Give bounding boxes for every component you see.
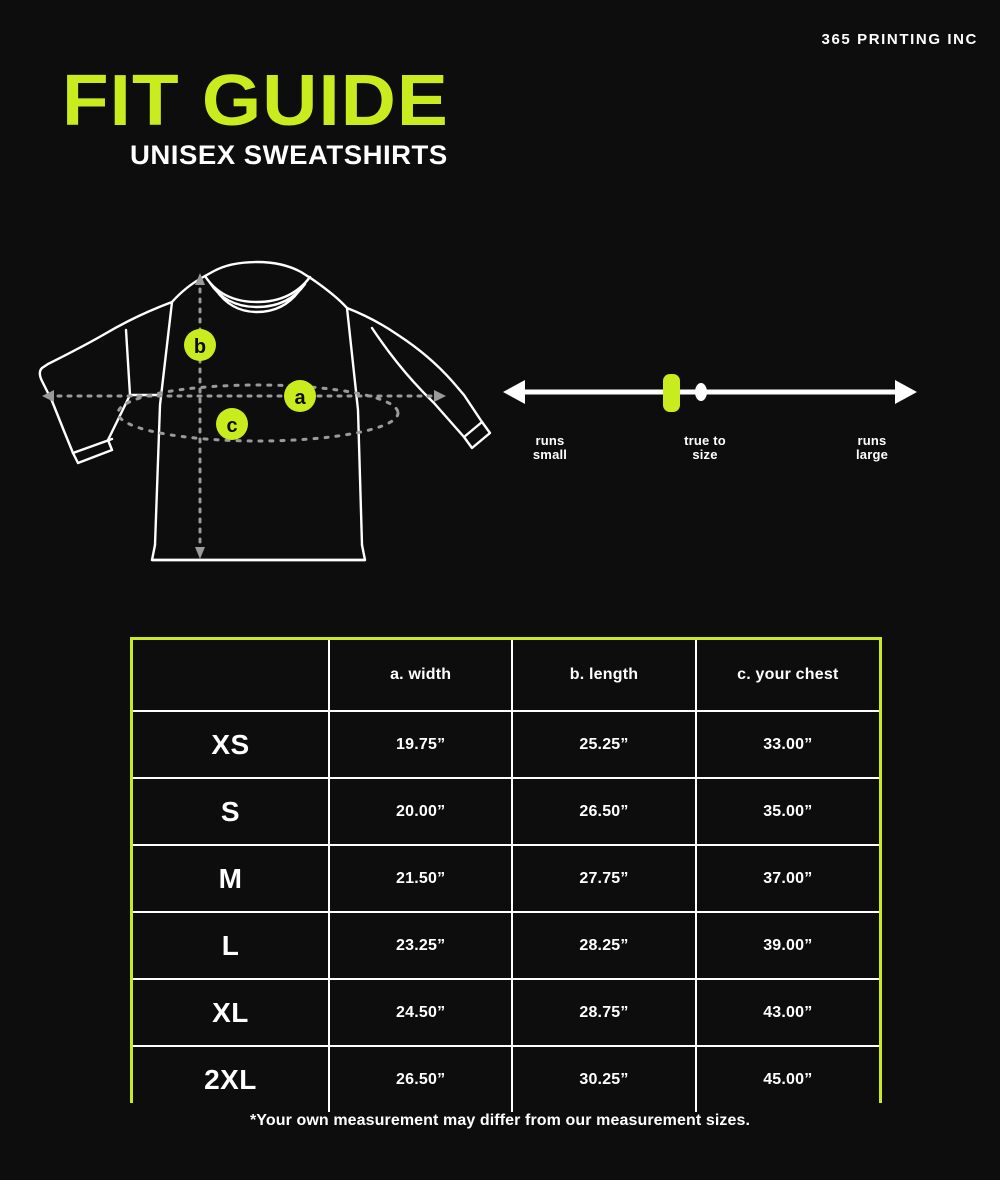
cell-width: 24.50”: [327, 978, 514, 1047]
length-value: 28.25”: [579, 936, 629, 954]
cell-chest: 43.00”: [694, 978, 879, 1047]
header-cell-width: a. width: [327, 640, 514, 712]
cell-chest: 45.00”: [694, 1045, 879, 1112]
fit-scale-right-arrow: [895, 380, 917, 404]
table-row: M 21.50” 27.75” 37.00”: [133, 844, 879, 913]
table-row: L 23.25” 28.25” 39.00”: [133, 911, 879, 980]
length-value: 30.25”: [579, 1070, 629, 1088]
cell-width: 19.75”: [327, 710, 514, 779]
cell-width: 23.25”: [327, 911, 514, 980]
marker-b-circle: [184, 329, 216, 361]
footnote: *Your own measurement may differ from ou…: [249, 1112, 751, 1129]
sweatshirt-outline: [38, 260, 492, 562]
marker-a-label: a: [294, 387, 306, 409]
table-row: 2XL 26.50” 30.25” 45.00”: [133, 1045, 879, 1112]
cell-size: 2XL: [133, 1045, 330, 1112]
cell-chest: 37.00”: [694, 844, 879, 913]
chest-value: 35.00”: [763, 802, 813, 820]
runs-large-line2: large: [855, 447, 889, 462]
fit-scale-label-runs-small: runs small: [510, 434, 590, 462]
width-value: 23.25”: [396, 936, 446, 954]
marker-b: b: [184, 329, 216, 361]
size-label: S: [220, 795, 241, 827]
true-to-size-line1: true to: [684, 433, 726, 448]
size-label: XS: [211, 728, 250, 760]
runs-small-line2: small: [532, 447, 568, 462]
length-value: 25.25”: [579, 735, 629, 753]
width-value: 26.50”: [396, 1070, 446, 1088]
cell-length: 30.25”: [511, 1045, 697, 1112]
table-row: S 20.00” 26.50” 35.00”: [133, 777, 879, 846]
sweatshirt-diagram: b a c: [20, 235, 520, 585]
table-row: XL 24.50” 28.75” 43.00”: [133, 978, 879, 1047]
cell-length: 26.50”: [511, 777, 697, 846]
cell-chest: 35.00”: [694, 777, 879, 846]
marker-b-label: b: [194, 336, 206, 358]
marker-a: a: [284, 380, 316, 412]
marker-c: c: [216, 408, 248, 440]
fit-scale-marker: [663, 374, 680, 412]
marker-a-circle: [284, 380, 316, 412]
fit-scale-left-arrow: [503, 380, 525, 404]
header-length-label: b. length: [569, 666, 639, 683]
chest-value: 39.00”: [763, 936, 813, 954]
width-value: 24.50”: [396, 1003, 446, 1021]
size-label: XL: [212, 996, 249, 1028]
chest-guide-ellipse: [116, 383, 400, 443]
header-chest-label: c. your chest: [737, 666, 839, 683]
header-cell-size: [133, 640, 330, 712]
width-value: 21.50”: [396, 869, 446, 887]
size-label: L: [221, 929, 240, 961]
cell-chest: 39.00”: [694, 911, 879, 980]
fit-scale-label-runs-large: runs large: [832, 434, 912, 462]
guide-arrowheads: [42, 273, 446, 559]
header-cell-length: b. length: [511, 640, 697, 712]
page-subtitle: UNISEX SWEATSHIRTS: [130, 140, 448, 170]
cell-size: L: [133, 911, 330, 980]
cell-length: 25.25”: [511, 710, 697, 779]
cell-size: S: [133, 777, 330, 846]
size-label: 2XL: [204, 1063, 257, 1095]
chest-value: 37.00”: [763, 869, 813, 887]
chest-value: 33.00”: [763, 735, 813, 753]
length-value: 27.75”: [579, 869, 629, 887]
true-to-size-dot: [695, 383, 707, 401]
runs-large-line1: runs: [857, 433, 887, 448]
cell-length: 28.75”: [511, 978, 697, 1047]
cell-length: 27.75”: [511, 844, 697, 913]
runs-small-line1: runs: [535, 433, 565, 448]
width-value: 19.75”: [396, 735, 446, 753]
size-label: M: [218, 862, 243, 894]
length-value: 28.75”: [579, 1003, 629, 1021]
size-chart-table: a. width b. length c. your chest XS 19.7…: [130, 637, 882, 1112]
cell-width: 26.50”: [327, 1045, 514, 1112]
width-value: 20.00”: [396, 802, 446, 820]
cell-width: 21.50”: [327, 844, 514, 913]
cell-chest: 33.00”: [694, 710, 879, 779]
marker-c-label: c: [226, 415, 237, 437]
marker-c-circle: [216, 408, 248, 440]
page-title: FIT GUIDE: [62, 61, 449, 141]
cell-size: XL: [133, 978, 330, 1047]
cell-size: M: [133, 844, 330, 913]
brand-name: 365 PRINTING INC: [821, 31, 978, 48]
fit-scale: [495, 360, 925, 480]
table-row: XS 19.75” 25.25” 33.00”: [133, 710, 879, 779]
true-to-size-line2: size: [692, 447, 718, 462]
length-value: 26.50”: [579, 802, 629, 820]
header-cell-chest: c. your chest: [694, 640, 879, 712]
cell-size: XS: [133, 710, 330, 779]
header-width-label: a. width: [390, 666, 452, 683]
fit-scale-label-true-to-size: true to size: [650, 434, 760, 462]
table-header-row: a. width b. length c. your chest: [133, 640, 879, 712]
cell-length: 28.25”: [511, 911, 697, 980]
chest-value: 45.00”: [763, 1070, 813, 1088]
cell-width: 20.00”: [327, 777, 514, 846]
chest-value: 43.00”: [763, 1003, 813, 1021]
